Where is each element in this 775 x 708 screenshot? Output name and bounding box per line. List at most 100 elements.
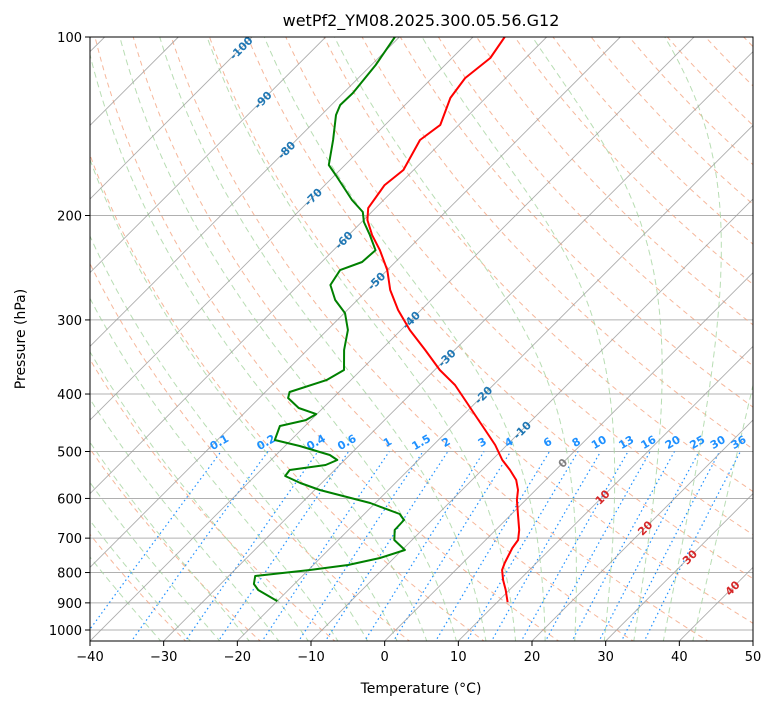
mixing-ratio-label: 36: [729, 433, 749, 452]
mixing-ratio-label: 8: [570, 435, 583, 450]
moist-adiabat: [531, 37, 663, 641]
dry-adiabat: [769, 24, 775, 643]
y-axis-label: Pressure (hPa): [13, 289, 29, 389]
moist-adiabat: [662, 37, 722, 641]
x-axis-label: Temperature (°C): [360, 681, 482, 697]
dry-adiabat: [90, 533, 187, 641]
isotherm: [236, 124, 753, 641]
moist-adiabat: [90, 52, 428, 641]
isotherm: [90, 37, 400, 347]
x-axis-ticks: −40 −30 −20 −10 0 10 20 30 40 50: [76, 641, 761, 665]
y-tick-label: 800: [57, 567, 82, 582]
dry-adiabat: [90, 358, 336, 641]
chart-title: wetPf2_YM08.2025.300.05.56.G12: [283, 11, 560, 31]
y-tick-label: 200: [57, 210, 82, 225]
dry-adiabat: [514, 37, 753, 285]
isotherm: [90, 37, 621, 568]
isotherm-label: -10: [511, 418, 534, 441]
moist-adiabat: [206, 37, 517, 641]
moist-adiabat: [90, 398, 280, 641]
mixing-ratio-label: 0.4: [304, 432, 328, 453]
dry-adiabat: [90, 448, 262, 641]
mixing-ratio-lines: [90, 451, 741, 641]
isotherm: [163, 51, 753, 641]
mixing-ratio-label: 30: [708, 433, 728, 452]
moist-adiabat: [90, 481, 221, 641]
moist-adiabat: [90, 350, 309, 641]
isotherm: [90, 37, 547, 495]
isotherm: [384, 272, 753, 641]
isotherm: [90, 37, 474, 421]
isotherm-label: -30: [435, 346, 458, 369]
y-axis-ticks: 100 200 300 400 500 600 700 800 900 1000: [49, 31, 90, 639]
dry-adiabat: [399, 37, 753, 408]
dry-adiabat: [666, 37, 753, 126]
dry-adiabat: [323, 37, 753, 493]
x-tick-label: −10: [297, 650, 324, 665]
isotherm-label: 40: [723, 578, 743, 598]
isotherm-label: -90: [251, 88, 274, 111]
isotherm-label: -80: [275, 138, 298, 161]
y-tick-label: 900: [57, 597, 82, 612]
mixing-ratio-line: [184, 451, 319, 641]
dry-adiabat: [361, 37, 753, 450]
isotherm-label: -70: [302, 185, 325, 208]
mixing-ratio-line: [261, 451, 390, 641]
y-tick-label: 1000: [49, 624, 82, 639]
mixing-ratio-label: 10: [589, 433, 609, 452]
isotherm: [90, 37, 695, 641]
mixing-ratio-label: 1.5: [410, 432, 433, 453]
mixing-ratio-line: [643, 451, 741, 641]
mixing-ratio-label: 0.2: [254, 432, 277, 453]
moist-adiabat: [692, 383, 753, 641]
isotherm: [90, 37, 253, 200]
dry-adiabat: [94, 37, 560, 641]
moist-adiabat: [119, 37, 457, 641]
x-tick-label: −30: [150, 650, 177, 665]
x-tick-label: −40: [76, 650, 103, 665]
mixing-ratio-label: 6: [541, 435, 554, 450]
isotherm-label: 20: [635, 518, 655, 538]
moist-adiabat: [90, 158, 398, 641]
x-tick-label: 20: [524, 650, 541, 665]
isotherm: [531, 419, 753, 641]
dry-adiabat: [132, 37, 635, 641]
moist-adiabat: [90, 556, 162, 641]
mixing-ratio-line: [364, 451, 485, 641]
mixing-ratio-line: [435, 451, 551, 641]
mixing-ratio-label: 1: [381, 435, 394, 450]
isotherm-label: -100: [227, 34, 256, 63]
mixing-ratio-label: 3: [476, 435, 489, 450]
isotherm-label: -60: [332, 228, 355, 251]
mixing-ratio-line: [324, 451, 449, 641]
isotherm-label: 10: [593, 487, 613, 507]
isotherm: [605, 493, 753, 641]
isotherm: [752, 640, 753, 641]
dry-adiabat: [247, 37, 753, 580]
dry-adiabat: [552, 37, 753, 245]
mixing-ratio-line: [520, 451, 629, 641]
dry-adiabats: [90, 24, 775, 643]
y-tick-label: 700: [57, 532, 82, 547]
mixing-ratio-line: [466, 451, 579, 641]
axes-frame: [89, 36, 754, 642]
moist-adiabat: [90, 519, 191, 641]
mixing-ratio-line: [571, 451, 676, 641]
dry-adiabat: [285, 37, 753, 536]
y-tick-label: 400: [57, 388, 82, 403]
mixing-ratio-label: 20: [663, 433, 683, 452]
mixing-ratio-line: [90, 451, 222, 631]
y-tick-label: 600: [57, 492, 82, 507]
x-tick-label: 50: [745, 650, 762, 665]
x-tick-label: 10: [450, 650, 467, 665]
moist-adiabat: [90, 441, 250, 641]
moist-adiabat: [334, 37, 577, 641]
isotherm-label: 30: [680, 547, 700, 567]
mixing-ratio-label: 0.1: [208, 432, 231, 453]
mixing-ratio-label: 16: [639, 433, 659, 452]
y-tick-label: 500: [57, 445, 82, 460]
dry-adiabat: [437, 37, 753, 367]
moist-adiabat: [421, 37, 616, 641]
moist-adiabat: [159, 37, 487, 641]
